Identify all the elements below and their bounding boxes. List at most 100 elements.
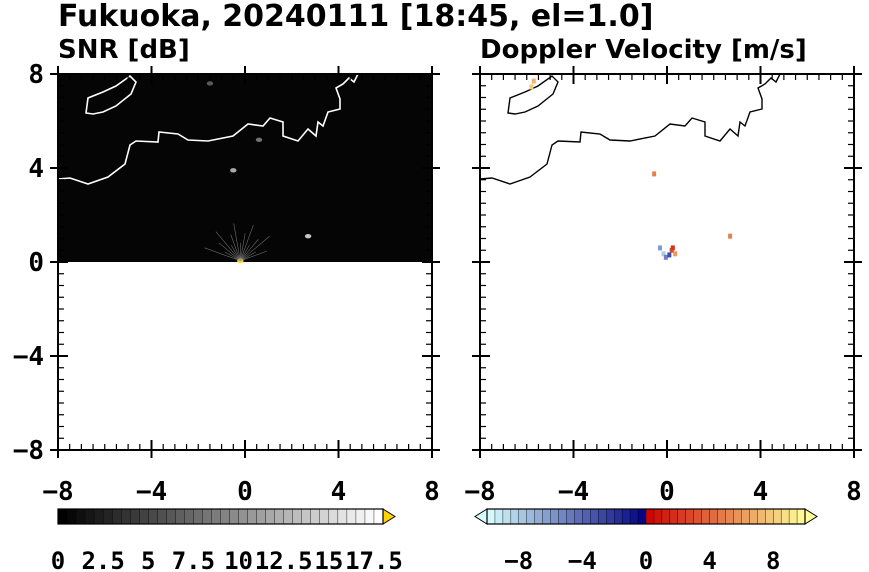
snr-echo [230, 168, 237, 173]
doppler-colorbar: −8 −4 0 4 8 [474, 508, 818, 572]
snr-colorbar-cell [256, 508, 267, 525]
doppler-colorbar-extend-min [474, 508, 488, 525]
snr-colorbar-cell [283, 508, 294, 525]
doppler-colorbar-frame [486, 508, 806, 525]
snr-colorbar-cell [84, 508, 95, 525]
doppler-x-tick-label: 4 [753, 477, 769, 507]
doppler-colorbar-cell [566, 508, 575, 525]
doppler-colorbar-tick-label: −4 [568, 547, 597, 572]
snr-colorbar-cell [373, 508, 384, 525]
doppler-colorbar-cell [590, 508, 599, 525]
snr-colorbar-cell [364, 508, 375, 525]
figure-title: Fukuoka, 20240111 [18:45, el=1.0] [58, 0, 653, 34]
snr-echo [304, 233, 312, 239]
doppler-colorbar-cell [542, 508, 552, 525]
snr-clutter-ray [240, 245, 250, 261]
doppler-colorbar-cell [621, 508, 631, 525]
doppler-colorbar-cell [614, 508, 623, 525]
snr-colorbar-extend [382, 508, 396, 525]
doppler-colorbar-tick-label: 8 [766, 547, 780, 572]
snr-colorbar-cell [193, 508, 203, 525]
snr-colorbar-tick-label: 17.5 [345, 547, 403, 572]
snr-colorbar-cell [184, 508, 194, 525]
snr-clutter-ray [240, 251, 257, 262]
doppler-echo [529, 84, 534, 90]
snr-clutter-ray [240, 236, 270, 262]
snr-colorbar-cell [319, 508, 330, 525]
snr-colorbar-cell [130, 508, 140, 525]
doppler-colorbar-cell [765, 508, 774, 525]
snr-y-tick-label: 4 [28, 154, 44, 184]
snr-clutter-ray [233, 223, 241, 261]
doppler-colorbar-extend-max [804, 508, 818, 525]
doppler-echo-marks [529, 78, 733, 260]
doppler-colorbar-cell [741, 508, 750, 525]
snr-clutter-ray [240, 225, 254, 261]
snr-colorbar-cell [139, 508, 149, 525]
doppler-colorbar-cell [693, 508, 703, 525]
doppler-colorbar-cell [701, 508, 711, 525]
snr-colorbar-cell [93, 508, 104, 525]
doppler-colorbar-cell [629, 508, 639, 525]
snr-colorbar-cell [102, 508, 113, 525]
snr-colorbar-tick-label: 12.5 [255, 547, 313, 572]
doppler-colorbar-cell [550, 508, 560, 525]
doppler-echo [667, 252, 672, 258]
snr-colorbar-cell [292, 508, 303, 525]
snr-echo-marks [204, 81, 312, 264]
snr-clutter-ray [204, 247, 241, 262]
snr-clutter-ray [230, 234, 241, 261]
doppler-colorbar-cell [717, 508, 726, 525]
snr-colorbar-tick-label: 15 [314, 547, 343, 572]
snr-colorbar-tick-label: 0 [51, 547, 65, 572]
snr-y-tick-label: 8 [28, 60, 44, 90]
snr-echo [255, 137, 263, 142]
snr-colorbar-cell [301, 508, 312, 525]
snr-colorbar-frame [57, 508, 384, 525]
snr-x-tick-label: −4 [136, 477, 167, 507]
doppler-colorbar-tick-label: 4 [702, 547, 716, 572]
doppler-minor-ticks [479, 73, 855, 451]
snr-colorbar-cell [355, 508, 366, 525]
doppler-echo [531, 78, 536, 84]
doppler-x-tick-label: 0 [659, 477, 675, 507]
snr-colorbar-cell [157, 508, 167, 525]
doppler-panel-title: Doppler Velocity [m/s] [480, 35, 807, 65]
snr-colorbar-tick-label: 2.5 [81, 547, 124, 572]
doppler-echo [661, 251, 666, 257]
doppler-colorbar-cell [574, 508, 583, 525]
doppler-frame [479, 73, 855, 451]
doppler-echo [673, 251, 678, 257]
snr-colorbar-cell [220, 508, 231, 525]
snr-clutter-ray [224, 251, 241, 262]
doppler-colorbar-cell [502, 508, 512, 525]
snr-colorbar-cell [265, 508, 276, 525]
doppler-colorbar-cell [661, 508, 671, 525]
snr-x-tick-label: 8 [424, 477, 440, 507]
doppler-x-tick-label: 8 [846, 477, 862, 507]
doppler-colorbar-tick-label: −8 [504, 547, 533, 572]
snr-colorbar-cell [120, 508, 131, 525]
snr-clutter-ray [215, 231, 241, 262]
doppler-x-tick-label: −8 [464, 477, 495, 507]
doppler-colorbar-cell [494, 508, 504, 525]
doppler-colorbar-cell [677, 508, 687, 525]
snr-colorbar-cell [211, 508, 222, 525]
snr-colorbar-tick-label: 5 [141, 547, 155, 572]
snr-colorbar-cell [337, 508, 348, 525]
doppler-colorbar-cell [534, 508, 544, 525]
doppler-echo [657, 245, 662, 251]
snr-colorbar-cell [310, 508, 321, 525]
doppler-colorbar-cell [653, 508, 663, 525]
snr-x-tick-label: 4 [331, 477, 347, 507]
doppler-colorbar-cell [598, 508, 607, 525]
snr-colorbar-cell [75, 508, 86, 525]
snr-clutter-ray [231, 245, 241, 261]
snr-colorbar-cell [238, 508, 249, 525]
snr-minor-ticks [57, 73, 433, 451]
doppler-colorbar-cell [757, 508, 766, 525]
snr-colorbar-cell [57, 508, 68, 525]
doppler-colorbar-cell [606, 508, 615, 525]
snr-colorbar-tick-label: 10 [224, 547, 253, 572]
doppler-colorbar-cell [510, 508, 520, 525]
